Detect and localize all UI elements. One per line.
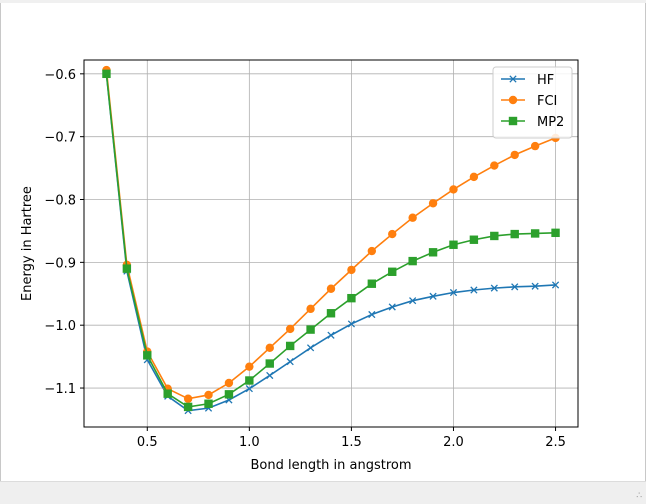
legend-item-hf: HF (501, 73, 554, 88)
x-axis-label: Bond length in angstrom (250, 458, 411, 473)
series-fci (102, 65, 560, 403)
series-point (509, 75, 517, 83)
series-point (347, 320, 356, 328)
x-tick-label: 1.5 (341, 435, 362, 450)
series-point (388, 303, 396, 311)
series-point (368, 310, 376, 319)
series-layer (102, 65, 560, 415)
series-point (490, 231, 499, 241)
series-point (508, 116, 518, 126)
y-tick-label: −0.6 (44, 68, 76, 83)
y-tick-label: −1.1 (44, 382, 76, 397)
series-point (306, 325, 315, 334)
series-point (245, 385, 253, 393)
series-point (508, 95, 518, 105)
series-point (143, 351, 152, 360)
series-point (449, 288, 458, 297)
y-tick-label: −0.9 (44, 256, 76, 271)
series-point (469, 172, 479, 182)
series-point (449, 185, 458, 194)
series-point (347, 265, 356, 275)
series-point (510, 229, 519, 239)
series-point (326, 284, 336, 293)
y-tick-label: −1.0 (44, 319, 76, 334)
series-point (245, 376, 254, 385)
series-point (429, 292, 437, 300)
series-point (367, 279, 377, 288)
series-point (408, 256, 417, 266)
series-point (265, 343, 274, 353)
series-mp2 (102, 69, 560, 412)
series-point (224, 378, 234, 388)
series-point (326, 309, 336, 318)
series-point (367, 246, 377, 256)
x-tick-label: 2.5 (545, 435, 566, 450)
series-point (388, 229, 397, 239)
series-point (245, 362, 254, 371)
legend: HF FCI MP2 (492, 66, 573, 139)
series-line (105, 69, 556, 400)
series-point (204, 399, 213, 408)
series-point (428, 199, 438, 208)
series-point (388, 267, 397, 276)
series-point (490, 284, 498, 292)
series-point (531, 282, 539, 290)
y-tick-label: −0.8 (44, 194, 76, 209)
series-point (183, 402, 193, 412)
series-point (511, 283, 519, 291)
tick-layer: 0.5 1.0 1.5 2.0 2.5 −1.1 −1.0 −0.9 −0.8 −0.7 −0.6 (44, 68, 565, 450)
legend-item-fci: FCI (501, 94, 557, 109)
series-point (490, 161, 499, 170)
series-hf (102, 70, 560, 415)
series-line (105, 73, 556, 408)
series-point (306, 304, 315, 314)
status-bar: ∴ (0, 481, 646, 504)
series-point (285, 324, 295, 334)
series-point (285, 341, 295, 351)
series-point (551, 281, 560, 289)
legend-item-mp2: MP2 (501, 115, 564, 130)
series-point (306, 344, 315, 352)
series-point (551, 228, 560, 238)
series-point (428, 248, 438, 257)
y-tick-label: −0.7 (44, 131, 76, 146)
series-point (470, 286, 478, 294)
series-point (163, 389, 172, 398)
series-point (409, 297, 417, 305)
legend-label: FCI (537, 94, 557, 109)
series-point (510, 150, 519, 160)
x-tick-label: 1.0 (239, 435, 260, 450)
series-point (266, 371, 274, 380)
series-point (408, 213, 417, 222)
window-top-strip (0, 0, 646, 3)
series-point (102, 69, 111, 79)
line-chart: 0.5 1.0 1.5 2.0 2.5−1.1−1.0−0.9−0.8−0.7−0.6 … (20, 59, 579, 473)
series-point (224, 390, 234, 399)
series-point (530, 229, 540, 238)
series-point (286, 358, 294, 366)
series-line (105, 74, 556, 412)
series-point (469, 235, 479, 244)
x-tick-label: 0.5 (137, 435, 158, 450)
series-point (265, 359, 274, 368)
series-point (122, 264, 132, 273)
series-point (327, 331, 335, 339)
series-point (530, 141, 540, 151)
axes-frame (83, 59, 579, 428)
legend-label: HF (537, 73, 554, 88)
series-point (347, 293, 356, 303)
legend-label: MP2 (537, 115, 564, 130)
x-tick-label: 2.0 (443, 435, 464, 450)
y-axis-label: Energy in Hartree (20, 186, 35, 301)
series-point (449, 240, 458, 249)
resize-grip-icon[interactable]: ∴ (636, 491, 642, 501)
series-point (204, 390, 213, 400)
series-point (183, 394, 193, 403)
